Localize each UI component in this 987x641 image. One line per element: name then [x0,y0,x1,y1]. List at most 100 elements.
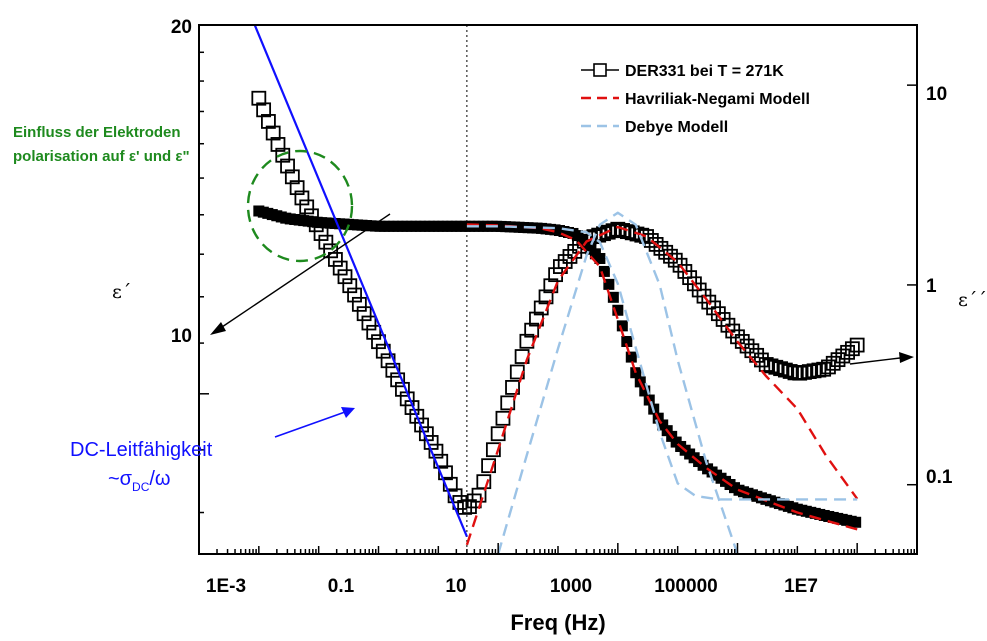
y-right-tick-label: 0.1 [926,467,953,488]
data-point [663,248,678,264]
series-1-markers [251,90,865,515]
data-point [265,125,281,141]
data-point [261,114,276,129]
data-point [586,229,602,245]
data-point [557,254,573,269]
omega-denominator: /ω [149,468,170,490]
x-tick-label: 1E7 [784,576,818,597]
data-point [308,217,324,233]
data-point [313,226,329,241]
data-point [342,278,358,294]
data-point [763,358,779,374]
electrode-annotation: Einfluss der Elektroden polarisation auf… [13,124,354,263]
data-point [657,419,669,431]
x-tick-label: 100000 [654,576,717,597]
data-point [433,453,449,469]
dc-annotation-arrow [274,411,346,438]
data-point [538,289,554,305]
legend: DER331 bei T = 271K Havriliak-Negami Mod… [581,63,810,136]
axis-arrows [210,213,914,365]
y-right-axis-title: ε´´ [958,289,987,311]
series-3-line [465,225,859,546]
electrode-annotation-line1: Einfluss der Elektroden [13,124,181,141]
data-point [332,260,348,276]
plot-area [251,25,865,554]
data-point [616,320,628,332]
data-point [438,465,453,481]
data-point [304,208,319,224]
data-point [620,224,635,240]
arrow-to-right-axis [849,357,901,365]
arrow-to-left-axis [221,213,391,328]
data-point [390,372,406,388]
data-point [270,137,286,152]
data-point [607,291,619,303]
data-point [648,237,664,252]
dc-arrow-head [341,407,355,418]
data-point [428,443,444,459]
data-point [603,278,615,290]
data-point [442,476,458,492]
series-4-line [466,225,858,501]
sigma-symbol: ~σ [108,468,133,490]
x-tick-label: 0.1 [328,576,355,597]
data-point [500,395,516,411]
data-point [600,224,616,240]
data-point [275,147,291,163]
data-point [476,474,492,490]
data-point [356,306,372,322]
data-point [543,278,559,294]
data-point [639,385,651,397]
data-point [409,408,425,424]
data-point [294,190,310,206]
data-point [289,180,305,196]
data-point [284,169,300,185]
x-tick-label: 10 [445,576,466,597]
data-point [643,233,659,248]
data-point [625,351,637,363]
y-left-axis-title: ε´ [112,281,131,303]
data-point [524,322,540,338]
data-point [844,341,860,357]
sigma-subscript: DC [132,480,150,494]
data-point [598,265,610,277]
data-point [605,223,621,239]
dc-annotation: DC-Leitfähigkeit ~σDC/ω [70,407,355,494]
data-point [485,442,501,458]
data-point [658,244,674,260]
data-point [653,240,669,256]
electrode-circle [246,149,354,263]
legend-swatch-data-marker [593,63,607,77]
data-point [318,234,334,250]
series-6-line [253,25,468,538]
data-point [782,364,798,379]
data-point [337,269,353,285]
data-point [744,343,760,359]
data-point [773,361,788,377]
data-point [505,380,520,395]
x-tick-label: 1E-3 [206,576,246,597]
data-point [495,410,511,426]
arrow-head-right [899,352,914,363]
x-axis-title: Freq (Hz) [510,610,605,635]
data-point [251,90,267,106]
data-point [594,252,606,264]
data-point [328,252,343,267]
data-point [323,243,339,259]
x-tick-label: 1000 [550,576,592,597]
data-point [777,362,793,378]
legend-label-data: DER331 bei T = 271K [625,63,784,80]
data-point [404,400,420,415]
data-point [256,102,272,118]
data-point [347,287,362,303]
legend-label-debye: Debye Modell [625,119,728,136]
data-point [299,199,315,215]
data-point [361,315,377,331]
y-right-tick-label: 10 [926,84,947,105]
data-point [596,226,611,242]
dc-annotation-formula: ~σDC/ω [108,468,171,494]
dc-annotation-label: DC-Leitfähigkeit [70,439,213,461]
data-point [385,362,401,378]
y-right-tick-label: 1 [926,276,937,297]
